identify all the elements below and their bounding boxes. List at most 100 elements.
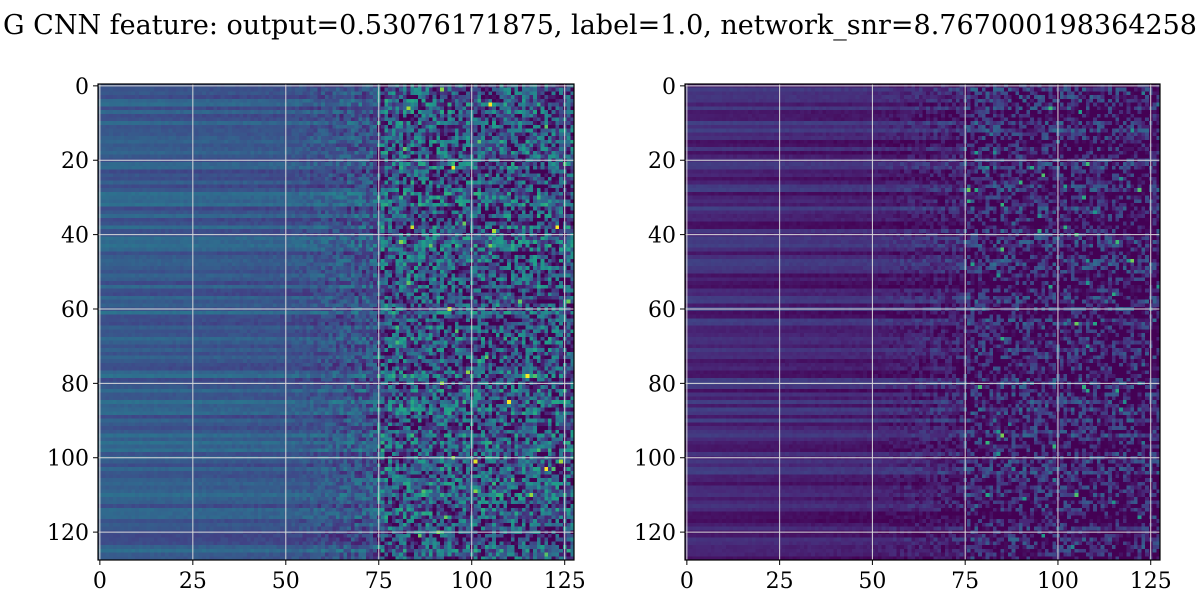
heatmap-cell <box>459 218 463 222</box>
heatmap-cell <box>492 173 496 177</box>
heatmap-cell <box>384 225 388 229</box>
heatmap-cell <box>117 162 121 166</box>
heatmap-cell <box>552 110 556 114</box>
heatmap-cell <box>351 99 355 103</box>
heatmap-cell <box>396 173 400 177</box>
heatmap-cell <box>314 121 318 125</box>
heatmap-cell <box>355 95 359 99</box>
heatmap-cell <box>254 121 258 125</box>
heatmap-cell <box>410 199 414 203</box>
heatmap-cell <box>128 140 132 144</box>
heatmap-cell <box>303 144 307 148</box>
heatmap-cell <box>462 125 466 129</box>
heatmap-cell <box>236 103 240 107</box>
heatmap-cell <box>358 222 362 226</box>
heatmap-cell <box>258 114 262 118</box>
heatmap-cell <box>143 218 147 222</box>
heatmap-cell <box>217 162 221 166</box>
heatmap-cell <box>329 129 333 133</box>
heatmap-cell <box>455 203 459 207</box>
heatmap-cell <box>533 91 537 95</box>
heatmap-cell <box>299 184 303 188</box>
heatmap-cell <box>102 140 106 144</box>
heatmap-cell <box>488 110 492 114</box>
heatmap-cell <box>440 170 444 174</box>
heatmap-cell <box>422 218 426 222</box>
heatmap-cell <box>381 110 385 114</box>
heatmap-cell <box>410 151 414 155</box>
heatmap-cell <box>459 140 463 144</box>
heatmap-cell <box>481 199 485 203</box>
heatmap-cell <box>187 222 191 226</box>
heatmap-cell <box>288 95 292 99</box>
heatmap-cell <box>210 125 214 129</box>
heatmap-cell <box>329 199 333 203</box>
heatmap-cell <box>105 151 109 155</box>
heatmap-cell <box>165 170 169 174</box>
heatmap-cell <box>206 177 210 181</box>
heatmap-cell <box>466 173 470 177</box>
heatmap-cell <box>529 207 533 211</box>
heatmap-cell <box>217 88 221 92</box>
heatmap-cell <box>224 196 228 200</box>
heatmap-cell <box>262 192 266 196</box>
heatmap-cell <box>217 166 221 170</box>
heatmap-cell <box>384 147 388 151</box>
heatmap-cell <box>314 184 318 188</box>
heatmap-cell <box>172 103 176 107</box>
heatmap-cell <box>433 125 437 129</box>
heatmap-cell <box>488 170 492 174</box>
heatmap-cell <box>314 110 318 114</box>
heatmap-cell <box>548 155 552 159</box>
heatmap-cell <box>269 155 273 159</box>
heatmap-cell <box>559 196 563 200</box>
heatmap-cell <box>210 103 214 107</box>
heatmap-cell <box>247 91 251 95</box>
heatmap-cell <box>217 218 221 222</box>
heatmap-cell <box>210 147 214 151</box>
heatmap-cell <box>224 203 228 207</box>
heatmap-cell <box>221 203 225 207</box>
heatmap-cell <box>459 222 463 226</box>
heatmap-cell <box>269 188 273 192</box>
heatmap-cell <box>407 184 411 188</box>
heatmap-cell <box>165 207 169 211</box>
heatmap-cell <box>224 166 228 170</box>
heatmap-cell <box>474 207 478 211</box>
heatmap-cell <box>158 196 162 200</box>
heatmap-cell <box>143 132 147 136</box>
heatmap-cell <box>154 144 158 148</box>
heatmap-cell <box>150 151 154 155</box>
heatmap-cell <box>358 132 362 136</box>
heatmap-cell <box>548 144 552 148</box>
heatmap-cell <box>373 173 377 177</box>
heatmap-cell <box>202 95 206 99</box>
heatmap-cell <box>143 95 147 99</box>
heatmap-cell <box>362 95 366 99</box>
heatmap-cell <box>232 99 236 103</box>
heatmap-cell <box>277 132 281 136</box>
heatmap-cell <box>466 151 470 155</box>
heatmap-cell <box>522 184 526 188</box>
heatmap-cell <box>347 203 351 207</box>
heatmap-cell <box>332 196 336 200</box>
heatmap-cell <box>373 207 377 211</box>
heatmap-cell <box>317 177 321 181</box>
heatmap-cell <box>120 177 124 181</box>
heatmap-cell <box>422 173 426 177</box>
heatmap-cell <box>544 136 548 140</box>
heatmap-cell <box>314 91 318 95</box>
heatmap-cell <box>228 95 232 99</box>
heatmap-cell <box>492 91 496 95</box>
heatmap-cell <box>310 103 314 107</box>
heatmap-cell <box>124 114 128 118</box>
heatmap-cell <box>250 196 254 200</box>
heatmap-cell <box>418 162 422 166</box>
heatmap-cell <box>436 181 440 185</box>
heatmap-cell <box>414 210 418 214</box>
heatmap-cell <box>388 144 392 148</box>
heatmap-cell <box>418 140 422 144</box>
heatmap-cell <box>321 184 325 188</box>
heatmap-cell <box>236 218 240 222</box>
heatmap-cell <box>500 136 504 140</box>
